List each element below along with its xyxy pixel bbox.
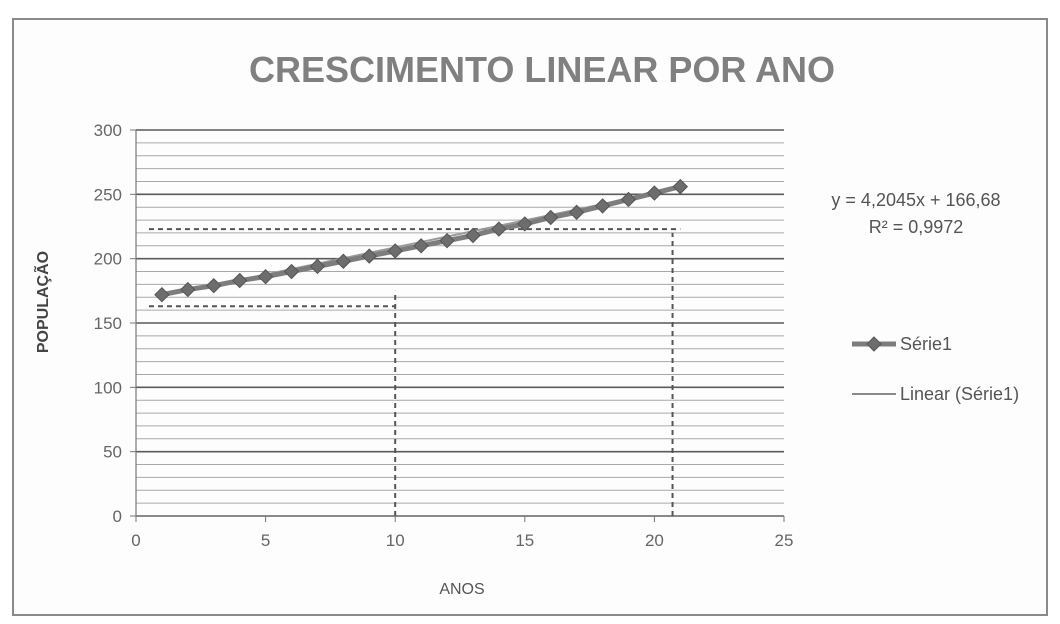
series-point (413, 238, 429, 254)
y-tick-label: 200 (94, 250, 122, 269)
series-point (646, 185, 663, 201)
r2-label: R² = 0,9972 (869, 217, 964, 237)
series-layer (154, 178, 689, 303)
x-tick-label: 10 (386, 531, 405, 550)
annotation-layer (148, 228, 681, 516)
series-point (620, 191, 637, 208)
legend-item-series1: Série1 (852, 334, 952, 354)
series-point (335, 253, 352, 269)
series-point (309, 258, 326, 275)
grid-layer (136, 129, 784, 517)
x-tick-label: 5 (261, 531, 270, 550)
chart-title: CRESCIMENTO LINEAR POR ANO (249, 49, 835, 90)
y-tick-label: 0 (113, 507, 122, 526)
series-point (594, 198, 611, 214)
legend-series1-label: Série1 (900, 334, 952, 354)
y-tick-label: 100 (94, 378, 122, 397)
y-tick-label: 300 (94, 121, 122, 140)
series-point (672, 178, 689, 195)
y-tick-label: 150 (94, 314, 122, 333)
series-point (491, 221, 507, 237)
series-point (283, 263, 300, 280)
x-tick-label: 25 (775, 531, 794, 550)
chart-frame: CRESCIMENTO LINEAR POR ANO 0 5 10 15 20 25 0 50… (12, 18, 1048, 616)
series-point (231, 272, 248, 289)
y-tick-label: 250 (94, 185, 122, 204)
equation-label: y = 4,2045x + 166,68 (831, 190, 1000, 210)
legend: Série1 Linear (Série1) (852, 334, 1019, 404)
y-axis-label: POPULAÇÃO (32, 251, 52, 353)
x-tick-label: 0 (131, 531, 140, 550)
chart-svg: CRESCIMENTO LINEAR POR ANO 0 5 10 15 20 25050… (32, 49, 1019, 598)
x-axis-label: ANOS (439, 581, 484, 598)
series-point (361, 248, 377, 264)
series-point (387, 243, 403, 259)
series-point (154, 286, 170, 303)
legend-series1-marker (866, 336, 882, 352)
series-point (257, 268, 274, 285)
series-point (543, 209, 559, 226)
series-point (206, 277, 222, 294)
series-point (465, 227, 481, 244)
legend-trendline-label: Linear (Série1) (900, 384, 1019, 404)
series-point (517, 216, 533, 232)
series-point (439, 232, 455, 249)
x-tick-label: 15 (515, 531, 534, 550)
x-tick-label: 20 (645, 531, 664, 550)
legend-item-trendline: Linear (Série1) (852, 384, 1019, 404)
series-point (568, 204, 585, 221)
y-tick-label: 50 (103, 443, 122, 462)
series-point (180, 281, 196, 298)
